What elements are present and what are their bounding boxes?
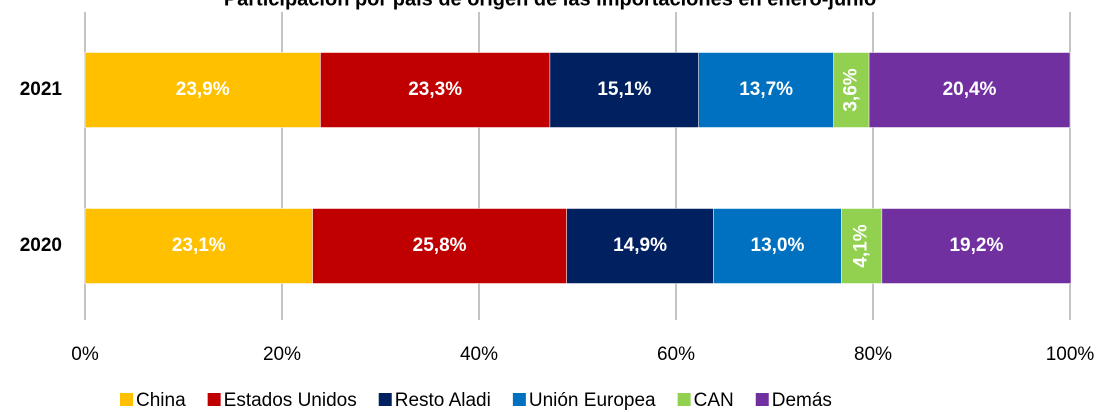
- legend-label: Demás: [772, 390, 832, 411]
- value-label: 13,7%: [739, 79, 793, 100]
- bar-segment: [841, 208, 883, 284]
- legend-swatch: [755, 393, 769, 406]
- bar-segment: [84, 208, 313, 284]
- legend-swatch: [677, 393, 691, 406]
- legend-swatch: [378, 393, 392, 406]
- value-label: 20,4%: [943, 79, 997, 100]
- value-label: 14,9%: [613, 235, 667, 256]
- value-label: 19,2%: [949, 235, 1003, 256]
- value-label: 23,3%: [408, 79, 462, 100]
- bar-segment: [84, 52, 321, 128]
- x-tick-label: 20%: [263, 344, 301, 365]
- x-tick-label: 40%: [460, 344, 498, 365]
- legend-swatch: [512, 393, 526, 406]
- y-tick-label: 2021: [20, 79, 63, 100]
- chart-title: Participación por país de origen de las …: [224, 0, 876, 10]
- bar-segment: [312, 208, 567, 284]
- legend-label: Unión Europea: [529, 390, 656, 411]
- bar-segment: [566, 208, 714, 284]
- x-tick-label: 80%: [854, 344, 892, 365]
- bar-segment: [549, 52, 699, 128]
- legend-label: China: [136, 390, 186, 411]
- bar-segment: [698, 52, 834, 128]
- y-tick-label: 2020: [20, 235, 62, 256]
- value-label: 23,1%: [172, 235, 226, 256]
- legend-label: Resto Aladi: [395, 390, 491, 411]
- bar-segment: [713, 208, 842, 284]
- bar-segment: [868, 52, 1071, 128]
- value-label: 4,1%: [851, 224, 872, 267]
- bar-segment: [833, 52, 870, 128]
- legend-swatch: [207, 393, 221, 406]
- value-label: 15,1%: [597, 79, 651, 100]
- value-label: 23,9%: [176, 79, 230, 100]
- value-label: 25,8%: [413, 235, 467, 256]
- legend-label: Estados Unidos: [224, 390, 357, 411]
- x-tick-label: 60%: [657, 344, 695, 365]
- value-label: 13,0%: [751, 235, 805, 256]
- legend-label: CAN: [694, 390, 734, 411]
- x-tick-label: 100%: [1046, 344, 1095, 365]
- legend-swatch: [120, 393, 133, 406]
- x-tick-label: 0%: [71, 344, 99, 365]
- value-label: 3,6%: [840, 68, 861, 111]
- bar-segment: [881, 208, 1072, 284]
